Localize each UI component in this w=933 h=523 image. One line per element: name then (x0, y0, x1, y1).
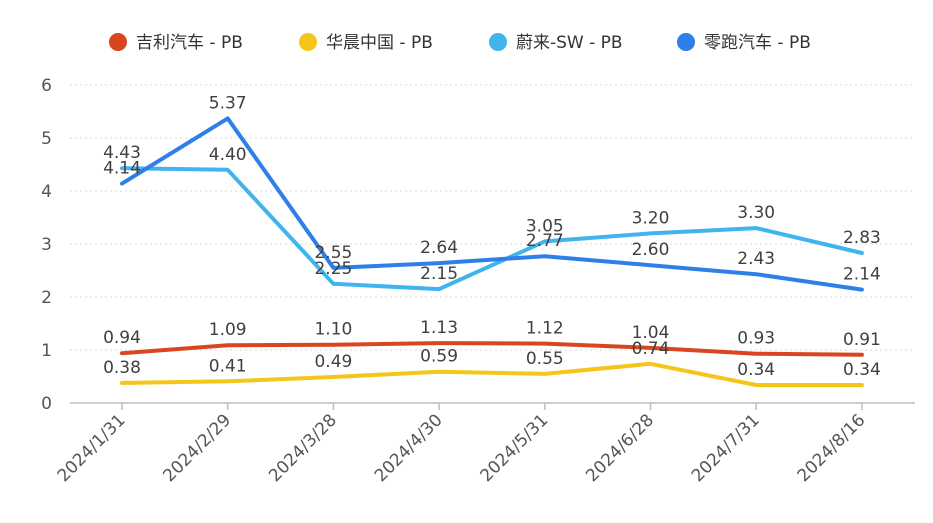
x-tick-label: 2024/2/29 (159, 410, 235, 486)
data-label: 0.34 (843, 360, 881, 380)
data-label: 0.94 (103, 328, 141, 348)
y-tick-label: 2 (41, 288, 52, 308)
series-line-4 (120, 116, 864, 292)
data-label: 1.12 (526, 319, 564, 339)
data-label: 3.30 (737, 203, 775, 223)
data-label: 0.55 (526, 349, 564, 369)
data-label: 2.83 (843, 228, 881, 248)
y-tick-label: 4 (41, 182, 52, 202)
x-tick-label: 2024/4/30 (371, 410, 447, 486)
data-labels: 0.94 1.09 1.10 1.13 1.12 1.04 0.93 0.91 0.38 0.41… (103, 93, 881, 380)
legend: 吉利汽车 - PB 华晨中国 - PB 蔚来-SW - PB 零跑汽车 - PB (109, 33, 811, 53)
x-tick-label: 2024/6/28 (582, 410, 658, 486)
data-label: 0.93 (737, 329, 775, 349)
data-label: 3.20 (632, 208, 670, 228)
data-label: 2.15 (420, 264, 458, 284)
data-label: 0.74 (632, 339, 670, 359)
legend-marker-1 (109, 33, 127, 51)
y-tick-label: 5 (41, 129, 52, 149)
data-label: 2.64 (420, 238, 458, 258)
grid-lines (70, 84, 915, 351)
y-tick-label: 3 (41, 235, 52, 255)
legend-marker-3 (489, 33, 507, 51)
legend-item-1: 吉利汽车 - PB (109, 33, 243, 53)
data-label: 1.09 (209, 320, 247, 340)
data-label: 4.40 (209, 145, 247, 165)
legend-item-4: 零跑汽车 - PB (677, 33, 811, 53)
data-label: 4.14 (103, 159, 141, 179)
data-label: 0.49 (314, 352, 352, 372)
series-line-2 (120, 361, 864, 387)
data-label: 2.77 (526, 231, 564, 251)
data-label: 4.43 (103, 143, 141, 163)
data-label: 0.38 (103, 358, 141, 378)
x-tick-label: 2024/7/31 (688, 410, 764, 486)
data-label: 2.60 (632, 240, 670, 260)
data-label: 2.25 (314, 259, 352, 279)
data-label: 0.41 (209, 356, 247, 376)
data-label: 2.14 (843, 265, 881, 285)
y-tick-label: 0 (41, 394, 52, 414)
y-axis: 0 1 2 3 4 5 6 (41, 76, 52, 414)
legend-marker-2 (299, 33, 317, 51)
legend-item-3: 蔚来-SW - PB (489, 33, 623, 53)
data-label: 1.04 (632, 323, 670, 343)
x-tick-label: 2024/3/28 (265, 410, 341, 486)
legend-marker-4 (677, 33, 695, 51)
data-label: 0.91 (843, 330, 881, 350)
data-label: 5.37 (209, 93, 247, 113)
series-group (120, 116, 864, 387)
legend-label-1: 吉利汽车 - PB (136, 33, 243, 53)
series-line-3 (120, 166, 864, 292)
y-tick-label: 6 (41, 76, 52, 96)
data-label: 3.05 (526, 216, 564, 236)
x-tick-label: 2024/1/31 (54, 410, 130, 486)
data-label: 2.43 (737, 249, 775, 269)
data-label: 0.59 (420, 347, 458, 367)
x-axis: 2024/1/31 2024/2/29 2024/3/28 2024/4/30 2024… (54, 402, 915, 486)
series-line-1 (120, 341, 864, 357)
data-label: 0.34 (737, 360, 775, 380)
data-label: 1.13 (420, 318, 458, 338)
legend-label-4: 零跑汽车 - PB (704, 33, 811, 53)
y-tick-label: 1 (41, 341, 52, 361)
legend-item-2: 华晨中国 - PB (299, 33, 433, 53)
data-label: 1.10 (314, 320, 352, 340)
x-tick-label: 2024/5/31 (477, 410, 553, 486)
x-tick-label: 2024/8/16 (794, 410, 870, 486)
data-label: 2.55 (314, 243, 352, 263)
legend-label-3: 蔚来-SW - PB (516, 33, 623, 53)
legend-label-2: 华晨中国 - PB (326, 33, 433, 53)
